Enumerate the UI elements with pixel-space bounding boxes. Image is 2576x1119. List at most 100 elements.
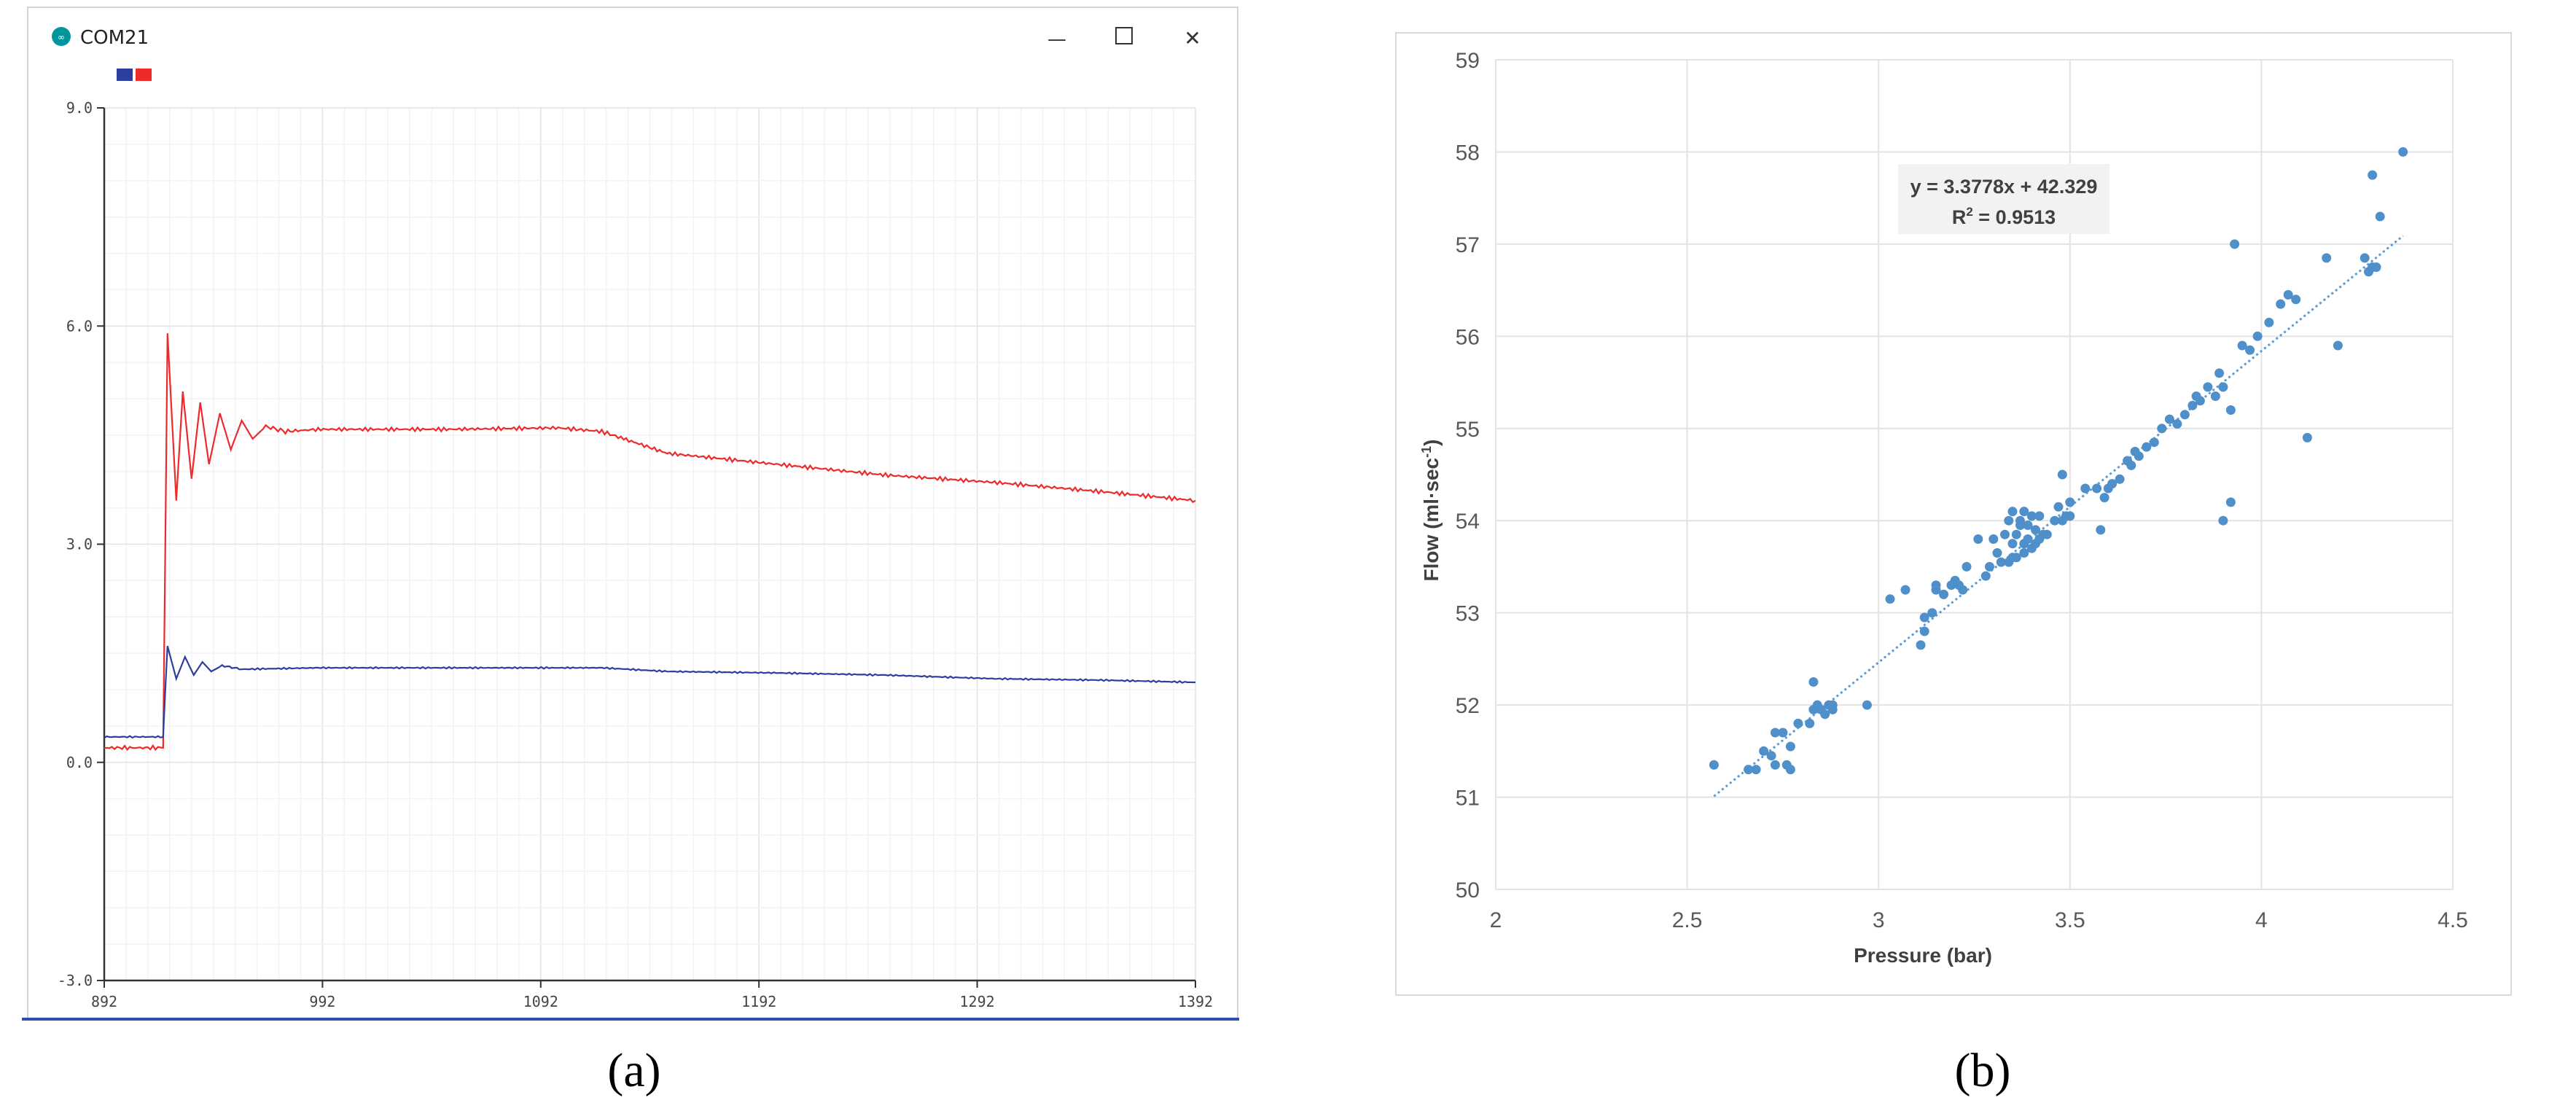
data-point — [2302, 432, 2312, 442]
data-point — [2092, 483, 2102, 494]
x-tick-label: 3 — [1873, 908, 1885, 932]
data-point — [2276, 299, 2286, 309]
serial-plot-y-ticks: -3.0 0.0 3.0 6.0 9.0 — [58, 99, 104, 989]
data-point — [2283, 289, 2293, 300]
data-point — [1919, 612, 1929, 623]
maximize-button[interactable] — [1115, 27, 1133, 44]
scatter-y-ticks: 50 51 52 53 54 55 56 57 58 59 — [1456, 49, 1480, 902]
data-point — [1985, 561, 1994, 572]
data-point — [2225, 405, 2236, 415]
trendline-equation: y = 3.3778x + 42.329 — [1910, 176, 2098, 198]
data-point — [1827, 700, 1838, 710]
data-point — [2126, 460, 2136, 470]
y-tick-label: 0.0 — [66, 754, 93, 771]
y-tick-label: -3.0 — [58, 972, 93, 989]
plotter-legend — [117, 69, 152, 81]
y-tick-label: 59 — [1456, 49, 1480, 73]
data-point — [2026, 511, 2037, 521]
close-button[interactable]: ✕ — [1184, 26, 1201, 50]
data-point — [2023, 534, 2033, 544]
y-tick-label: 55 — [1456, 418, 1480, 442]
data-point — [1709, 760, 1719, 770]
legend-swatch-series-1 — [117, 69, 133, 81]
caption-a: (a) — [607, 1044, 660, 1097]
data-point — [1939, 589, 1948, 599]
window-frame — [27, 7, 1238, 1020]
y-tick-label: 3.0 — [66, 536, 93, 553]
x-tick-label: 1292 — [960, 993, 995, 1010]
data-point — [2000, 529, 2010, 539]
x-tick-label: 2 — [1490, 908, 1502, 932]
data-point — [2065, 511, 2075, 521]
y-tick-label: 58 — [1456, 141, 1480, 165]
data-point — [2011, 553, 2021, 563]
y-tick-label: 50 — [1456, 878, 1480, 902]
data-point — [2023, 520, 2033, 530]
data-point — [2142, 442, 2152, 452]
data-point — [2322, 253, 2332, 263]
data-point — [2099, 493, 2109, 503]
title-bar: ∞ COM21 — ✕ — [52, 26, 1201, 50]
data-point — [1759, 746, 1769, 756]
data-point — [2107, 479, 2118, 489]
x-tick-label: 1192 — [741, 993, 776, 1010]
y-tick-label: 53 — [1456, 602, 1480, 626]
window-title: COM21 — [80, 27, 149, 49]
data-point — [1931, 580, 1941, 590]
data-point — [1919, 626, 1929, 636]
data-point — [2291, 295, 2301, 305]
y-tick-label: 57 — [1456, 233, 1480, 257]
data-point — [1996, 557, 2006, 567]
caption-b: (b) — [1955, 1044, 2011, 1097]
y-tick-label: 6.0 — [66, 317, 93, 335]
data-point — [2333, 340, 2343, 351]
data-point — [2195, 396, 2205, 406]
data-point — [2237, 340, 2247, 351]
data-point — [2011, 529, 2021, 539]
serial-plot-grid — [104, 107, 1196, 981]
data-point — [2034, 511, 2045, 521]
data-point — [2218, 515, 2228, 526]
x-tick-label: 1392 — [1178, 993, 1213, 1010]
data-point — [1751, 765, 1761, 775]
x-tick-label: 4 — [2255, 908, 2268, 932]
equation-background — [1898, 164, 2109, 234]
x-axis-label: Pressure (bar) — [1854, 944, 1992, 967]
y-tick-label: 56 — [1456, 325, 1480, 349]
data-point — [1744, 765, 1754, 775]
data-point — [2210, 391, 2220, 401]
data-point — [1820, 709, 1830, 720]
scatter-grid — [1495, 59, 2454, 890]
data-point — [2053, 502, 2064, 512]
data-point — [1785, 765, 1795, 775]
scatter-x-ticks: 2 2.5 3 3.5 4 4.5 — [1490, 908, 2468, 932]
data-point — [1805, 718, 1815, 728]
data-point — [1973, 534, 1983, 544]
data-point — [2375, 211, 2385, 222]
data-point — [2368, 170, 2378, 180]
x-tick-label: 2.5 — [1672, 908, 1703, 932]
data-point — [1988, 534, 1999, 544]
data-point — [2230, 239, 2240, 249]
data-point — [2007, 507, 2018, 517]
data-point — [2096, 525, 2106, 535]
data-point — [1916, 640, 1926, 650]
data-point — [2203, 382, 2213, 392]
data-point — [2115, 474, 2125, 484]
x-tick-label: 992 — [309, 993, 335, 1010]
data-point — [1793, 718, 1803, 728]
data-point — [2019, 548, 2029, 558]
data-point — [1785, 741, 1795, 752]
data-point — [2214, 368, 2225, 378]
data-point — [2031, 525, 2040, 535]
scatter-chart: 2 2.5 3 3.5 4 4.5 50 51 52 53 54 55 56 57 58 59 y = 3.… — [1395, 32, 2512, 996]
x-tick-label: 1092 — [523, 993, 558, 1010]
data-point — [2065, 497, 2075, 507]
data-point — [1770, 760, 1780, 770]
data-point — [1900, 585, 1910, 595]
serial-plot-area: 892 992 1092 1192 1292 1392 -3.0 0.0 3.0 6.0 9.0 — [58, 99, 1213, 1010]
data-point — [2134, 451, 2144, 461]
data-point — [2164, 414, 2174, 424]
data-point — [2080, 483, 2091, 494]
minimize-button[interactable]: — — [1047, 28, 1066, 50]
